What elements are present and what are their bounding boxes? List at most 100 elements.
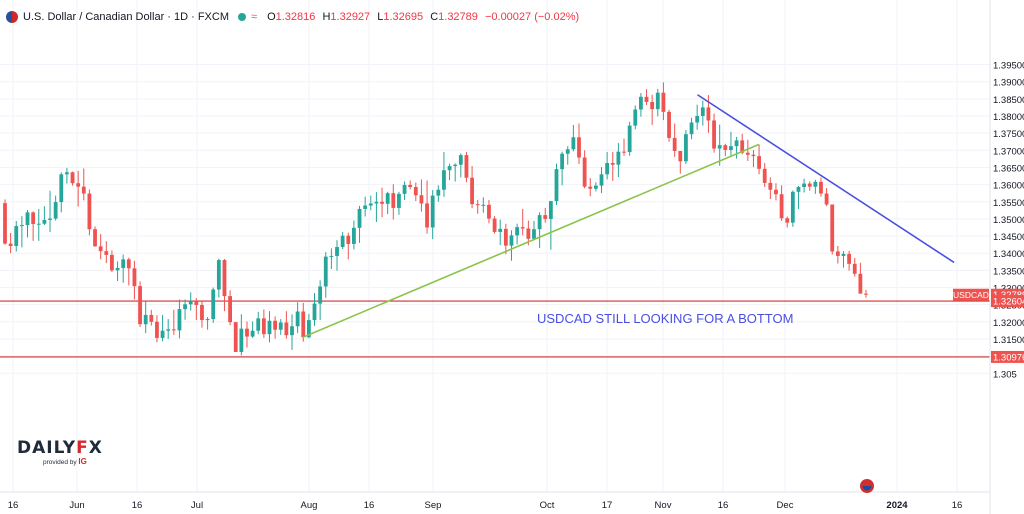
candle-body — [14, 226, 19, 246]
candle — [639, 93, 643, 117]
uptrend-line[interactable] — [302, 143, 760, 338]
candle — [779, 185, 784, 221]
candle-body — [200, 304, 204, 321]
candle-body — [807, 183, 812, 187]
candle — [81, 168, 86, 201]
candle-body — [734, 140, 739, 147]
candle — [655, 88, 660, 117]
candle-body — [819, 181, 823, 194]
candle — [464, 152, 469, 183]
candle — [481, 197, 486, 213]
candle-body — [155, 321, 159, 338]
wave-icon[interactable]: ≈ — [251, 11, 258, 23]
candle — [284, 311, 289, 339]
candle-body — [233, 322, 238, 352]
candle-body — [667, 111, 671, 138]
candle-body — [492, 218, 497, 232]
candle-body — [790, 191, 795, 223]
candle — [548, 201, 553, 250]
candle — [565, 146, 570, 165]
candle — [712, 113, 716, 153]
time-axis[interactable]: 16 Jun 16 Jul Aug 16 Sep Oct 17 Nov 16 Dec 2024 16 — [0, 491, 990, 511]
x-tick-label: 16 — [132, 500, 143, 511]
candle-body — [571, 137, 576, 150]
candle-body — [537, 215, 542, 230]
candle-body — [126, 259, 131, 269]
candle — [53, 195, 58, 221]
ohlc-low-value: 1.32695 — [383, 11, 424, 23]
candle-body — [98, 246, 103, 252]
candle — [273, 316, 278, 339]
x-tick-label: Oct — [540, 500, 555, 511]
candle-body — [577, 137, 581, 158]
downtrend-line[interactable] — [697, 94, 955, 264]
candle-body — [183, 304, 187, 310]
candle — [346, 232, 351, 260]
candle-body — [132, 268, 137, 287]
candle-body — [8, 243, 13, 246]
candle-body — [453, 164, 458, 167]
candle-body — [622, 151, 626, 153]
y-tick-label: 1.33500 — [993, 266, 1024, 277]
candle — [515, 223, 519, 245]
candle — [171, 309, 176, 335]
candle-body — [104, 251, 109, 255]
candle — [155, 315, 159, 343]
candle-body — [695, 116, 700, 123]
candle — [200, 301, 204, 328]
candle — [121, 254, 126, 283]
candle — [188, 292, 193, 311]
candle-body — [31, 212, 36, 225]
x-tick-label: 16 — [952, 500, 963, 511]
logo-provided-by: provided by — [43, 459, 77, 466]
symbol-title[interactable]: U.S. Dollar / Canadian Dollar · 1D · FXC… — [23, 11, 230, 23]
y-tick-label: 1.38500 — [993, 95, 1024, 106]
candle — [323, 252, 328, 298]
candle-body — [487, 204, 491, 219]
candle — [509, 230, 514, 261]
candle — [36, 208, 41, 241]
price-axis[interactable]: 1.39500 1.39000 1.38500 1.38000 1.37500 1.370… — [953, 0, 1024, 514]
candle — [475, 200, 480, 214]
y-tick-label: 1.36500 — [993, 163, 1024, 174]
ohlc-change-value: −0.00027 (−0.02%) — [484, 11, 580, 23]
candle-body — [458, 155, 463, 165]
candle — [537, 212, 542, 249]
candle-body — [779, 194, 784, 219]
candle — [391, 184, 396, 220]
candle — [835, 245, 840, 264]
candle — [76, 170, 81, 207]
candle — [796, 185, 801, 209]
candle — [138, 281, 142, 327]
candle — [503, 223, 508, 255]
events-icon[interactable] — [860, 479, 874, 493]
candle-body — [149, 314, 154, 322]
candle — [802, 178, 806, 193]
candle-body — [464, 155, 469, 178]
candle-body — [847, 253, 852, 264]
candle-body — [408, 184, 413, 188]
candle-body — [53, 202, 58, 219]
logo-brand-x: F — [76, 438, 89, 458]
candle-body — [25, 212, 30, 226]
candle — [290, 314, 294, 350]
candle — [577, 123, 581, 165]
candle — [667, 109, 671, 142]
candle-body — [48, 218, 52, 220]
candle-body — [295, 311, 300, 327]
candle-body — [306, 320, 311, 338]
candle-body — [802, 183, 806, 188]
market-open-dot-icon — [238, 13, 247, 21]
x-tick-label: 16 — [364, 500, 375, 511]
symbol-header[interactable]: U.S. Dollar / Canadian Dollar · 1D · FXC… — [6, 9, 583, 25]
candle — [425, 180, 429, 234]
y-tick-label: 1.38000 — [993, 112, 1024, 123]
candle-body — [639, 96, 643, 110]
candle-body — [633, 109, 638, 126]
candle-body — [661, 92, 666, 112]
candle — [847, 250, 852, 271]
candle-body — [59, 174, 64, 203]
candle-body — [177, 309, 182, 331]
candle-body — [425, 203, 429, 228]
